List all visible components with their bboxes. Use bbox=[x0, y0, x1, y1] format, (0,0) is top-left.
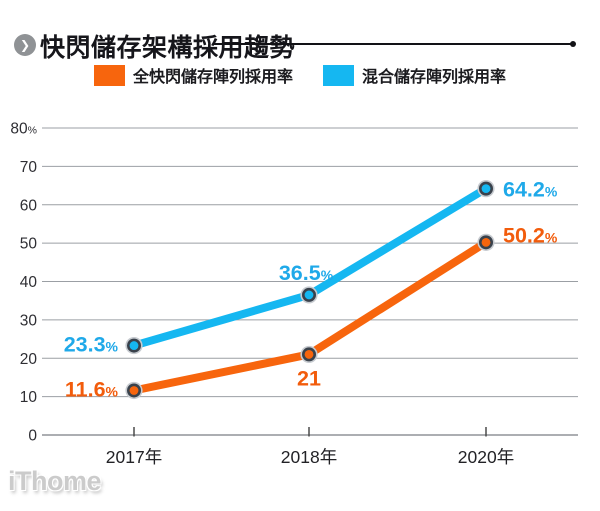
data-point bbox=[304, 290, 314, 300]
legend-label: 混合儲存陣列採用率 bbox=[362, 69, 507, 86]
y-tick-label: 70 bbox=[20, 159, 38, 176]
y-tick-label: 40 bbox=[20, 274, 38, 291]
y-tick-label: 60 bbox=[20, 197, 38, 214]
legend-label: 全快閃儲存陣列採用率 bbox=[132, 69, 293, 86]
y-tick-label: 30 bbox=[20, 312, 38, 329]
x-tick-label: 2020年 bbox=[458, 447, 514, 467]
x-tick-label: 2018年 bbox=[281, 447, 337, 467]
data-point bbox=[481, 184, 491, 194]
y-tick-label: 20 bbox=[20, 351, 38, 368]
data-point bbox=[304, 350, 314, 359]
title-rule-line bbox=[213, 41, 576, 47]
data-point-label: 23.3% bbox=[64, 333, 119, 357]
y-tick-label: 0 bbox=[28, 428, 37, 445]
y-tick-label: 80% bbox=[10, 121, 37, 138]
x-tick-label: 2017年 bbox=[106, 447, 162, 467]
chevron-circle-icon: ❯ bbox=[14, 34, 36, 56]
legend-swatch-cyan bbox=[323, 64, 354, 86]
data-point-label: 64.2% bbox=[503, 178, 558, 202]
y-tick-label: 10 bbox=[20, 389, 38, 406]
ithome-watermark: iThome bbox=[8, 466, 102, 496]
legend-swatch-orange bbox=[93, 64, 125, 86]
data-point-label: 11.6% bbox=[65, 377, 119, 401]
data-point-label: 50.2% bbox=[503, 223, 558, 247]
y-tick-label: 50 bbox=[20, 236, 38, 253]
data-point bbox=[129, 386, 139, 395]
chart-title: 快閃儲存架構採用趨勢 bbox=[40, 34, 296, 62]
legend-item-hybrid: 混合儲存陣列採用率 bbox=[323, 63, 506, 87]
data-point bbox=[481, 237, 491, 247]
data-point-label: 21 bbox=[297, 366, 321, 390]
legend-item-all-flash: 全快閃儲存陣列採用率 bbox=[93, 63, 293, 87]
data-point bbox=[129, 341, 139, 350]
legend: 全快閃儲存陣列採用率 混合儲存陣列採用率 bbox=[0, 63, 600, 87]
data-point-label: 36.5% bbox=[279, 261, 334, 285]
